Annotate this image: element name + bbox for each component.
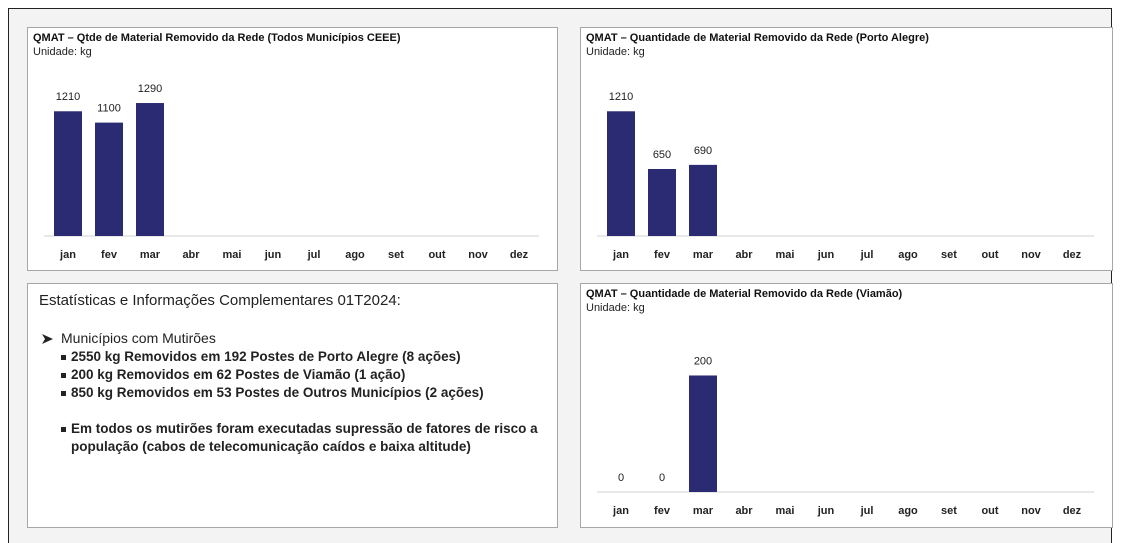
x-tick-label: ago [345, 249, 365, 261]
x-tick-label: nov [1021, 505, 1041, 517]
chart-panel: QMAT – Quantidade de Material Removido d… [580, 27, 1113, 271]
bar [689, 164, 717, 236]
x-tick-label: jan [59, 249, 76, 261]
data-label: 650 [653, 149, 671, 161]
chart-panel: QMAT – Quantidade de Material Removido d… [580, 283, 1113, 528]
x-tick-label: mai [223, 249, 242, 261]
x-tick-label: mar [140, 249, 161, 261]
chart-subtitle: Unidade: kg [586, 302, 645, 314]
x-tick-label: set [388, 249, 404, 261]
data-label: 1100 [97, 103, 121, 115]
x-tick-label: jul [860, 249, 874, 261]
x-tick-label: ago [898, 505, 918, 517]
note-item: 850 kg Removidos em 53 Postes de Outros … [61, 384, 541, 402]
chart: QMAT – Quantidade de Material Removido d… [586, 32, 1094, 261]
x-tick-label: jul [307, 249, 321, 261]
x-tick-label: mar [693, 249, 714, 261]
bar [136, 103, 164, 237]
x-tick-label: nov [468, 249, 488, 261]
x-tick-label: out [428, 249, 445, 261]
x-tick-label: set [941, 505, 957, 517]
chart-subtitle: Unidade: kg [33, 46, 92, 58]
heading-text: Municípios com Mutirões [61, 330, 216, 346]
x-tick-label: nov [1021, 249, 1041, 261]
chart-subtitle: Unidade: kg [586, 46, 645, 58]
data-label: 1210 [609, 91, 633, 103]
x-tick-label: jan [612, 249, 629, 261]
bar [95, 122, 123, 236]
bar [54, 111, 82, 236]
x-tick-label: dez [510, 249, 529, 261]
data-label: 0 [618, 472, 624, 484]
notes-heading: Municípios com Mutirões [39, 330, 216, 346]
chart: QMAT – Qtde de Material Removido da Rede… [33, 32, 539, 261]
x-tick-label: mar [693, 505, 714, 517]
x-tick-label: abr [735, 505, 753, 517]
data-label: 200 [694, 355, 712, 367]
bar [607, 111, 635, 236]
note-item: 200 kg Removidos em 62 Postes de Viamão … [61, 366, 541, 384]
chart-title: QMAT – Quantidade de Material Removido d… [586, 288, 903, 300]
bar [648, 169, 676, 236]
x-tick-label: jul [860, 505, 874, 517]
x-tick-label: mai [776, 249, 795, 261]
notes-list: 2550 kg Removidos em 192 Postes de Porto… [61, 348, 541, 456]
x-tick-label: fev [101, 249, 118, 261]
chart-title: QMAT – Qtde de Material Removido da Rede… [33, 32, 401, 44]
x-tick-label: fev [654, 249, 671, 261]
notes-title: Estatísticas e Informações Complementare… [39, 292, 401, 309]
x-tick-label: jun [817, 249, 835, 261]
data-label: 1290 [138, 83, 162, 95]
x-tick-label: abr [735, 249, 753, 261]
notes-panel: Estatísticas e Informações Complementare… [27, 283, 558, 528]
x-tick-label: ago [898, 249, 918, 261]
x-tick-label: jun [264, 249, 282, 261]
note-item: 2550 kg Removidos em 192 Postes de Porto… [61, 348, 541, 366]
x-tick-label: set [941, 249, 957, 261]
note-item: Em todos os mutirões foram executadas su… [61, 420, 541, 456]
x-tick-label: mai [776, 505, 795, 517]
x-tick-label: out [981, 505, 998, 517]
x-tick-label: abr [182, 249, 200, 261]
bar [689, 375, 717, 492]
arrow-bullet [42, 334, 53, 344]
x-tick-label: jan [612, 505, 629, 517]
data-label: 0 [659, 472, 665, 484]
x-tick-label: fev [654, 505, 671, 517]
chart-panel: QMAT – Qtde de Material Removido da Rede… [27, 27, 558, 271]
x-tick-label: dez [1063, 249, 1082, 261]
x-tick-label: jun [817, 505, 835, 517]
data-label: 690 [694, 145, 712, 157]
data-label: 1210 [56, 91, 80, 103]
chart-title: QMAT – Quantidade de Material Removido d… [586, 32, 929, 44]
x-tick-label: dez [1063, 505, 1082, 517]
chart: QMAT – Quantidade de Material Removido d… [586, 288, 1094, 517]
x-tick-label: out [981, 249, 998, 261]
